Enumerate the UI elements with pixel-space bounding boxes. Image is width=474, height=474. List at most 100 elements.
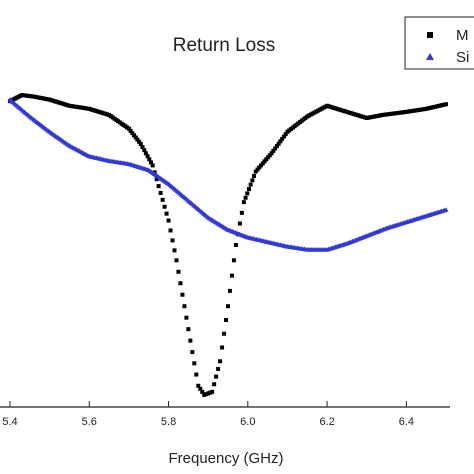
legend: M Si [404, 16, 474, 70]
data-point [214, 374, 219, 379]
data-point [200, 389, 205, 394]
legend-label: Si [456, 49, 469, 66]
data-point [231, 258, 236, 263]
data-point [192, 361, 197, 366]
data-point [126, 126, 131, 131]
data-point [281, 134, 286, 139]
plot-area [7, 93, 449, 397]
data-point [220, 345, 225, 350]
data-point [253, 169, 258, 174]
data-point [158, 190, 163, 195]
data-point [190, 350, 195, 355]
data-point [160, 197, 165, 202]
x-tick-label: 6.0 [240, 416, 255, 428]
data-point [148, 160, 153, 165]
data-point [227, 288, 232, 293]
data-point [262, 159, 267, 164]
data-point [273, 146, 278, 151]
data-point [138, 142, 143, 147]
data-point [264, 157, 269, 162]
data-point [269, 151, 274, 156]
data-point [250, 178, 255, 183]
data-point [186, 327, 191, 332]
data-point [443, 207, 449, 212]
data-point [168, 228, 173, 233]
legend-marker [427, 32, 433, 38]
data-point [266, 155, 271, 160]
legend-marker [426, 53, 434, 60]
data-point [229, 273, 234, 278]
data-point [222, 331, 227, 336]
x-tick-label: 5.6 [82, 416, 97, 428]
data-point [174, 258, 179, 263]
x-axis-label: Frequency (GHz) [168, 450, 283, 467]
data-point [226, 304, 230, 309]
data-point [216, 366, 221, 371]
data-point [133, 135, 138, 140]
data-point [252, 173, 257, 178]
data-point [176, 269, 181, 274]
x-tick-label: 5.4 [2, 416, 17, 428]
data-point [172, 248, 177, 253]
data-point [130, 131, 135, 136]
data-point [444, 102, 448, 107]
data-point [271, 148, 276, 153]
data-point [243, 195, 248, 200]
data-point [178, 281, 183, 286]
data-point [233, 243, 238, 247]
data-point [196, 383, 201, 388]
series-2 [7, 97, 449, 252]
data-point [248, 182, 253, 187]
data-point [164, 211, 169, 216]
legend-label: M [456, 27, 469, 44]
legend-box [404, 16, 474, 70]
data-point [218, 359, 223, 364]
data-point [278, 139, 283, 144]
data-point [212, 382, 217, 387]
data-point [239, 210, 244, 215]
data-point [156, 184, 161, 189]
data-point [162, 204, 167, 209]
data-point [140, 145, 145, 150]
x-tick-label: 5.8 [161, 416, 176, 428]
data-point [224, 317, 229, 322]
data-point [132, 133, 137, 138]
data-point [166, 218, 171, 223]
series-1 [8, 93, 448, 397]
data-point [274, 144, 279, 149]
data-point [267, 153, 272, 158]
data-point [245, 191, 250, 196]
x-tick-label: 6.4 [399, 416, 414, 428]
data-point [142, 148, 147, 153]
data-point [170, 238, 175, 243]
data-point [276, 141, 281, 146]
data-point [182, 304, 187, 309]
data-point [246, 187, 251, 192]
data-point [259, 163, 264, 168]
x-tick-label: 6.2 [319, 416, 334, 428]
data-point [137, 139, 142, 144]
x-axis-ticks: 5.4 5.6 5.8 6.0 6.2 6.4 [2, 401, 414, 428]
data-point [143, 151, 148, 156]
data-point [237, 221, 242, 226]
data-point [147, 157, 152, 162]
data-point [154, 177, 159, 182]
data-point [145, 154, 150, 159]
data-point [128, 128, 133, 133]
data-point [135, 137, 140, 142]
data-point [241, 200, 246, 205]
data-point [188, 338, 193, 343]
data-point [150, 163, 155, 168]
data-point [260, 161, 265, 166]
data-point [255, 167, 260, 172]
data-point [180, 292, 185, 297]
data-point [210, 389, 215, 394]
data-point [257, 165, 262, 170]
data-point [280, 136, 285, 141]
data-point [283, 132, 288, 137]
chart-title: Return Loss [173, 35, 275, 56]
data-point [194, 372, 199, 377]
data-point [184, 315, 189, 320]
data-point [198, 386, 203, 391]
